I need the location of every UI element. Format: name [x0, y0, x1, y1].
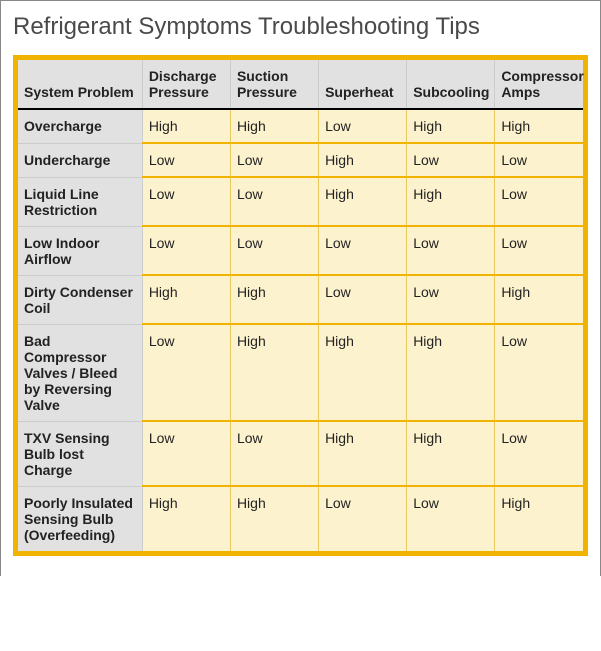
col-header-subcooling: Subcooling [407, 60, 495, 109]
table-cell: High [142, 486, 230, 551]
page-container: Refrigerant Symptoms Troubleshooting Tip… [0, 0, 601, 576]
table-cell: High [319, 421, 407, 486]
table-cell: Low [495, 177, 583, 226]
col-header-suction-pressure: Suction Pressure [230, 60, 318, 109]
row-header: Poorly Insulated Sensing Bulb (Overfeedi… [18, 486, 142, 551]
table-cell: High [230, 109, 318, 143]
table-cell: High [495, 275, 583, 324]
table-cell: Low [407, 226, 495, 275]
row-header: Overcharge [18, 109, 142, 143]
table-cell: Low [230, 177, 318, 226]
table-cell: Low [319, 275, 407, 324]
table-cell: High [319, 324, 407, 421]
col-header-system-problem: System Problem [18, 60, 142, 109]
table-cell: Low [495, 226, 583, 275]
row-header: Dirty Condenser Coil [18, 275, 142, 324]
table-cell: High [230, 486, 318, 551]
table-cell: High [319, 143, 407, 177]
table-cell: High [407, 324, 495, 421]
table-cell: High [407, 421, 495, 486]
page-title: Refrigerant Symptoms Troubleshooting Tip… [13, 13, 588, 41]
table-cell: Low [230, 226, 318, 275]
col-header-discharge-pressure: Discharge Pressure [142, 60, 230, 109]
row-header: Bad Compressor Valves / Bleed by Reversi… [18, 324, 142, 421]
table-cell: High [407, 177, 495, 226]
table-cell: High [407, 109, 495, 143]
table-cell: Low [142, 324, 230, 421]
table-cell: Low [407, 143, 495, 177]
table-row: UnderchargeLowLowHighLowLow [18, 143, 583, 177]
row-header: Low Indoor Airflow [18, 226, 142, 275]
table-cell: High [230, 324, 318, 421]
table-cell: Low [407, 275, 495, 324]
table-border: System Problem Discharge Pressure Suctio… [13, 55, 588, 556]
table-cell: Low [142, 177, 230, 226]
table-cell: Low [495, 143, 583, 177]
troubleshooting-table: System Problem Discharge Pressure Suctio… [18, 60, 583, 551]
table-cell: Low [495, 324, 583, 421]
table-cell: Low [142, 226, 230, 275]
table-body: OverchargeHighHighLowHighHighUndercharge… [18, 109, 583, 551]
table-cell: Low [407, 486, 495, 551]
table-cell: High [319, 177, 407, 226]
table-header-row: System Problem Discharge Pressure Suctio… [18, 60, 583, 109]
table-cell: Low [319, 486, 407, 551]
table-cell: High [142, 275, 230, 324]
table-row: Low Indoor AirflowLowLowLowLowLow [18, 226, 583, 275]
table-cell: Low [142, 421, 230, 486]
table-cell: Low [230, 421, 318, 486]
table-row: TXV Sensing Bulb lost ChargeLowLowHighHi… [18, 421, 583, 486]
table-cell: High [142, 109, 230, 143]
table-cell: Low [142, 143, 230, 177]
row-header: TXV Sensing Bulb lost Charge [18, 421, 142, 486]
table-cell: Low [319, 226, 407, 275]
table-row: OverchargeHighHighLowHighHigh [18, 109, 583, 143]
table-cell: Low [319, 109, 407, 143]
row-header: Undercharge [18, 143, 142, 177]
table-row: Bad Compressor Valves / Bleed by Reversi… [18, 324, 583, 421]
table-row: Dirty Condenser CoilHighHighLowLowHigh [18, 275, 583, 324]
table-cell: Low [495, 421, 583, 486]
col-header-compressor-amps: Compressor Amps [495, 60, 583, 109]
table-cell: High [495, 486, 583, 551]
table-row: Poorly Insulated Sensing Bulb (Overfeedi… [18, 486, 583, 551]
table-row: Liquid Line RestrictionLowLowHighHighLow [18, 177, 583, 226]
table-cell: Low [230, 143, 318, 177]
col-header-superheat: Superheat [319, 60, 407, 109]
row-header: Liquid Line Restriction [18, 177, 142, 226]
table-cell: High [495, 109, 583, 143]
table-cell: High [230, 275, 318, 324]
